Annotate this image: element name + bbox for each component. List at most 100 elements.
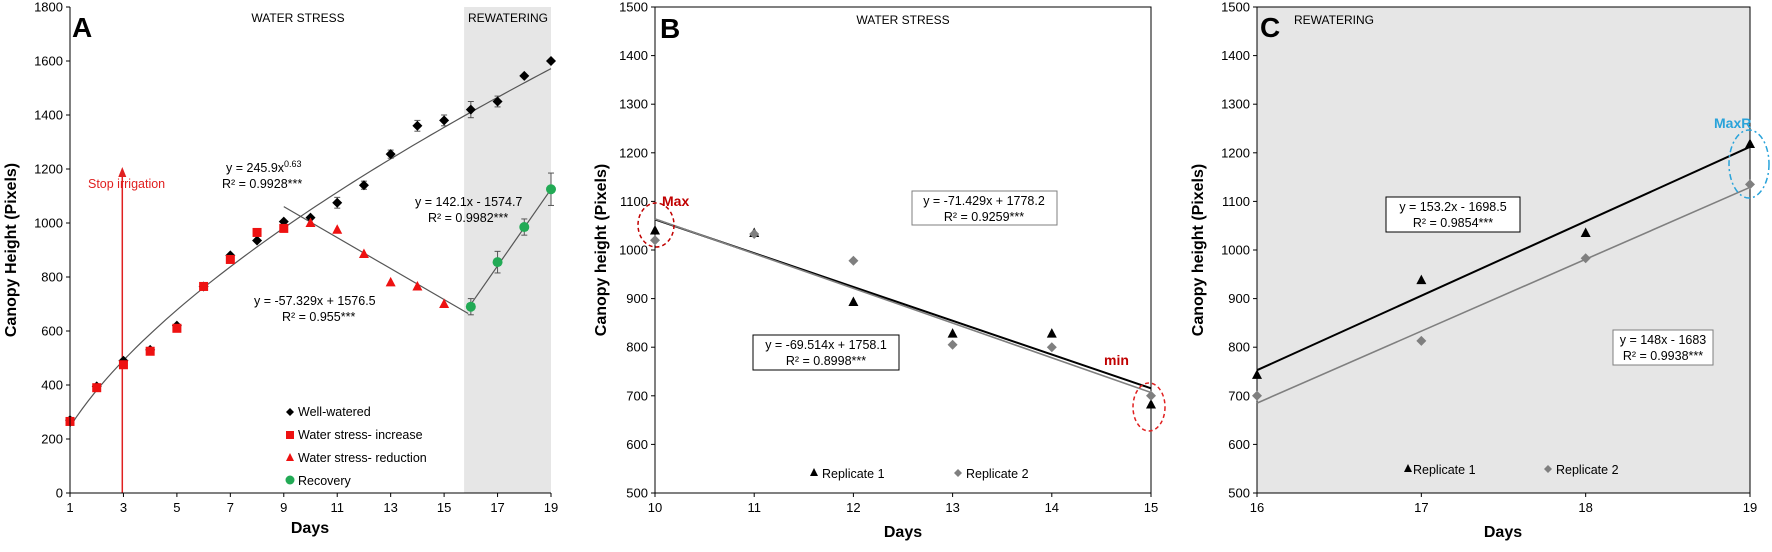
trendline-2-a bbox=[283, 206, 469, 314]
y-tick-label-b: 1000 bbox=[619, 243, 648, 258]
y-tick-label-a: 800 bbox=[41, 270, 63, 285]
point-water-stress-increase-a bbox=[92, 383, 102, 393]
point-replicate-2-b bbox=[1046, 342, 1057, 353]
legend-marker-increase bbox=[286, 431, 294, 439]
point-replicate-2-b bbox=[1146, 390, 1156, 401]
point-water-stress-reduction-a bbox=[385, 276, 396, 287]
y-axis-title-b: Canopy height (Pixels) bbox=[593, 164, 610, 336]
legend-marker-replicate2-c bbox=[1544, 465, 1552, 473]
point-replicate-1-c bbox=[1416, 274, 1427, 285]
legend-a: Well-watered Water stress- increase Wate… bbox=[285, 405, 427, 488]
x-tick-label-a: 15 bbox=[437, 500, 451, 515]
point-water-stress-increase-a bbox=[199, 281, 209, 291]
point-recovery-a bbox=[492, 257, 503, 268]
legend-label-recovery: Recovery bbox=[298, 474, 352, 488]
y-tick-label-b: 1400 bbox=[619, 48, 648, 63]
point-well-watered-a bbox=[519, 70, 530, 81]
y-tick-label-a: 1800 bbox=[34, 0, 63, 15]
point-well-watered-a bbox=[439, 115, 450, 126]
plot-frame-b bbox=[654, 6, 1152, 494]
x-tick-label-a: 11 bbox=[330, 500, 344, 515]
x-tick-label-a: 5 bbox=[173, 500, 180, 515]
fit1-eq-a: y = 245.9x0.63 bbox=[226, 159, 302, 175]
point-recovery-a bbox=[546, 184, 556, 195]
legend-label-reduction: Water stress- reduction bbox=[298, 451, 427, 465]
point-water-stress-increase-a bbox=[118, 360, 128, 370]
fit-box-replicate2-c bbox=[1612, 329, 1714, 366]
fit1-exponent-a: 0.63 bbox=[284, 159, 302, 169]
band-label-rewatering-a: REWATERING bbox=[468, 11, 548, 25]
point-recovery-a bbox=[465, 301, 476, 312]
fit3-r2-a: R² = 0.9982*** bbox=[428, 211, 508, 225]
point-replicate-1-b bbox=[947, 328, 958, 338]
point-water-stress-increase-a bbox=[252, 227, 262, 237]
panel-a: Stop irrigation 0 200 400 600 800 1000 1200 140… bbox=[3, 0, 558, 537]
title-c: REWATERING bbox=[1294, 13, 1374, 27]
y-tick-label-b: 1500 bbox=[619, 0, 648, 15]
point-replicate-1-b bbox=[1146, 399, 1156, 409]
x-tick-label-b: 10 bbox=[648, 500, 662, 515]
x-axis-title-b: Days bbox=[884, 524, 922, 541]
y-tick-label-c: 1500 bbox=[1221, 0, 1250, 15]
point-replicate-2-b bbox=[650, 235, 660, 246]
y-tick-label-a: 1600 bbox=[34, 54, 63, 69]
y-tick-label-c: 1400 bbox=[1221, 48, 1250, 63]
point-replicate-2-c bbox=[1580, 253, 1591, 264]
x-tick-label-b: 11 bbox=[747, 500, 761, 515]
y-tick-label-c: 1300 bbox=[1221, 97, 1250, 112]
fit-r2-replicate2-c: R² = 0.9938*** bbox=[1623, 349, 1703, 363]
legend-label-replicate2-c: Replicate 2 bbox=[1556, 463, 1619, 477]
point-well-watered-a bbox=[546, 56, 556, 66]
band-label-water-stress-a: WATER STRESS bbox=[251, 11, 344, 25]
fit2-r2-a: R² = 0.955*** bbox=[282, 310, 355, 324]
fit-eq-replicate2-b: y = -71.429x + 1778.2 bbox=[923, 194, 1045, 208]
legend-c: Replicate 1 Replicate 2 bbox=[1404, 463, 1619, 477]
x-tick-label-b: 15 bbox=[1144, 500, 1158, 515]
y-tick-label-a: 400 bbox=[41, 378, 63, 393]
fit-eq-replicate1-c: y = 153.2x - 1698.5 bbox=[1399, 200, 1506, 214]
point-water-stress-reduction-a bbox=[439, 298, 450, 308]
point-replicate-2-b bbox=[749, 228, 760, 239]
panel-letter-a: A bbox=[72, 12, 92, 43]
point-replicate-2-c bbox=[1745, 179, 1755, 190]
x-tick-label-c: 18 bbox=[1578, 500, 1592, 515]
legend-marker-replicate2-b bbox=[954, 469, 962, 477]
x-tick-label-a: 17 bbox=[490, 500, 504, 515]
point-replicate-1-c bbox=[1745, 138, 1755, 149]
max-callout-label: Max bbox=[662, 193, 689, 209]
fit-box-replicate2-b bbox=[911, 190, 1058, 226]
stop-irrigation-arrowhead bbox=[118, 167, 127, 177]
legend-marker-reduction bbox=[286, 453, 294, 461]
y-tick-label-b: 900 bbox=[626, 291, 648, 306]
fit-box-replicate1-b bbox=[752, 334, 900, 371]
plot-frame-c bbox=[1256, 6, 1751, 494]
point-water-stress-reduction-a bbox=[412, 280, 423, 291]
x-tick-label-c: 19 bbox=[1743, 500, 1757, 515]
rewatering-shade bbox=[464, 7, 551, 493]
point-recovery-a bbox=[519, 222, 530, 233]
point-water-stress-increase-a bbox=[279, 223, 289, 233]
y-axis-title-a: Canopy Height (Pixels) bbox=[3, 163, 20, 337]
y-tick-label-c: 500 bbox=[1228, 486, 1250, 501]
point-well-watered-a bbox=[385, 149, 396, 160]
y-tick-label-c: 1100 bbox=[1222, 194, 1250, 209]
fit2-eq-a: y = -57.329x + 1576.5 bbox=[254, 294, 376, 308]
trendline-2-c bbox=[1256, 186, 1751, 404]
panel-letter-c: C bbox=[1260, 12, 1280, 43]
y-tick-label-b: 1300 bbox=[619, 97, 648, 112]
point-water-stress-reduction-a bbox=[358, 248, 369, 259]
fit-r2-replicate2-b: R² = 0.9259*** bbox=[944, 210, 1024, 224]
point-well-watered-a bbox=[465, 104, 476, 115]
fit-r2-replicate1-c: R² = 0.9854*** bbox=[1413, 216, 1493, 230]
y-tick-label-b: 500 bbox=[626, 486, 648, 501]
y-tick-label-a: 1000 bbox=[34, 216, 63, 231]
panel-letter-b: B bbox=[660, 13, 680, 44]
y-tick-label-c: 900 bbox=[1228, 291, 1250, 306]
y-tick-label-b: 700 bbox=[626, 388, 648, 403]
y-tick-label-a: 200 bbox=[41, 432, 63, 447]
point-well-watered-a bbox=[412, 120, 423, 131]
y-tick-label-c: 600 bbox=[1228, 437, 1250, 452]
maxr-callout-label: MaxR bbox=[1714, 115, 1751, 131]
y-tick-label-c: 1200 bbox=[1221, 145, 1250, 160]
